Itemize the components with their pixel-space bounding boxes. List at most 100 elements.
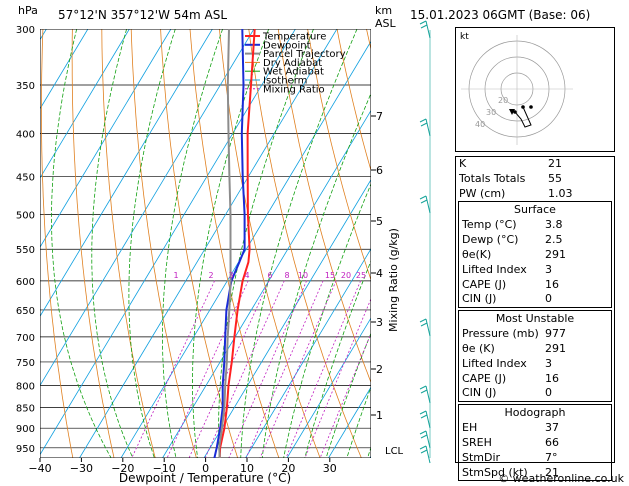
mixing-ratio-label: 20	[341, 271, 351, 280]
dry-adiabat-line	[130, 29, 197, 458]
legend-label: Dewpoint	[263, 40, 311, 51]
grid-layer	[0, 29, 371, 458]
wet-adiabat-line	[325, 332, 371, 458]
mu-row: CAPE (J) 16	[459, 372, 611, 387]
isotherm-line	[40, 29, 172, 248]
hodograph-ring-label: 30	[486, 108, 496, 117]
mixing-ratio-line	[319, 332, 371, 458]
km-tick-label: 4	[376, 267, 383, 280]
legend-label: Parcel Trajectory	[263, 49, 346, 60]
mixing-ratio-axis-title: Mixing Ratio (g/kg)	[387, 228, 400, 332]
wet-adiabat-line	[162, 29, 223, 458]
mu-row: θe (K) 291	[459, 342, 611, 357]
index-row: K 21	[456, 157, 614, 172]
surface-value: 3.8	[545, 218, 563, 232]
mixing-ratio-line	[245, 280, 324, 458]
mixing-ratio-line	[304, 297, 371, 458]
indices-table: K 21 Totals Totals 55 PW (cm) 1.03 Surface …	[455, 156, 615, 482]
temperature-tick-label: −30	[70, 462, 93, 475]
wind-barb-flag	[420, 122, 428, 127]
legend-label: Dry Adiabat	[263, 58, 322, 69]
wet-adiabat-line	[261, 92, 371, 458]
surface-title: Surface	[514, 203, 556, 217]
surface-label: Temp (°C)	[462, 218, 517, 232]
mixing-ratio-line	[259, 280, 337, 458]
wind-barb-flag	[420, 434, 428, 439]
pressure-tick-label: 550	[16, 245, 35, 256]
storm-motion-marker	[509, 109, 515, 115]
wind-barb-staff	[425, 195, 431, 214]
legend-label: Wet Adiabat	[263, 67, 324, 78]
pressure-tick-label: 950	[16, 444, 35, 455]
mu-label: Lifted Index	[462, 356, 527, 370]
profiles	[213, 29, 256, 458]
index-label: K	[459, 157, 467, 170]
isotherm-line	[0, 29, 5, 458]
surface-label: CAPE (J)	[462, 277, 507, 291]
surface-label: θe(K)	[462, 247, 492, 261]
profile-dewpoint	[213, 29, 246, 458]
surface-value: 3	[545, 262, 552, 276]
dry-adiabat-line	[189, 29, 280, 458]
mu-row: Lifted Index 3	[459, 357, 611, 372]
surface-value: 2.5	[545, 233, 563, 247]
mixing-ratio-line	[285, 280, 361, 458]
pressure-tick-label: 800	[16, 381, 35, 392]
mu-label: CAPE (J)	[462, 371, 507, 385]
mixing-ratio-label: 1	[173, 271, 178, 280]
hodograph-point	[521, 105, 525, 109]
wet-adiabat-line	[304, 259, 371, 458]
surface-label: Lifted Index	[462, 262, 527, 276]
mixing-ratio-label: 15	[325, 271, 335, 280]
surface-section: Surface Temp (°C) 3.8 Dewp (°C) 2.5 θe(K) 2…	[458, 201, 612, 309]
pressure-tick-label: 750	[16, 358, 35, 369]
mu-value: 16	[545, 371, 559, 385]
mixing-ratio-line	[204, 280, 285, 458]
wind-barb-flag	[419, 20, 427, 25]
hodograph-title: Hodograph	[504, 406, 566, 420]
index-value: 21	[548, 157, 562, 170]
mu-label: θe (K)	[462, 341, 495, 355]
isotherm-line	[40, 29, 296, 456]
temperature-tick-label: 10	[240, 462, 254, 475]
dry-adiabat-line	[307, 29, 371, 282]
dry-adiabat-line	[336, 29, 371, 172]
pressure-tick-label: 700	[16, 333, 35, 344]
mixing-ratio-label: 25	[356, 271, 366, 280]
wind-barb-staff	[425, 445, 431, 464]
wind-barbs	[419, 20, 431, 464]
hodo-row: SREH 66	[459, 436, 611, 451]
surface-label: Dewp (°C)	[462, 233, 519, 247]
wind-barb-flag	[419, 195, 427, 200]
hodo-label: StmDir	[462, 450, 501, 464]
wind-barb-staff	[425, 430, 431, 449]
mixing-ratio-line	[228, 280, 307, 458]
km-tick-label: 1	[376, 409, 383, 422]
surface-row: Dewp (°C) 2.5	[459, 233, 611, 248]
hodograph-unit-label: kt	[460, 32, 469, 42]
hodograph: kt 40 30 20	[455, 27, 615, 152]
km-tick-label: 7	[376, 110, 383, 123]
wet-adiabat-line	[51, 29, 112, 458]
pressure-tick-label: 450	[16, 172, 35, 183]
hodograph-section: Hodograph EH 37 SREH 66 StmDir 7° StmSpd (k…	[458, 404, 612, 482]
pressure-tick-label: 300	[16, 25, 35, 36]
mixing-ratio-label: 3	[228, 271, 233, 280]
lcl-label: LCL	[385, 446, 404, 457]
mu-label: CIN (J)	[462, 386, 497, 400]
surface-row: CIN (J) 0	[459, 292, 611, 307]
mixing-ratio-label: 6	[267, 271, 272, 280]
hodo-row: StmSpd (kt) 21	[459, 466, 611, 481]
index-label: PW (cm)	[459, 186, 506, 200]
mu-row: CIN (J) 0	[459, 386, 611, 401]
surface-value: 0	[545, 292, 552, 306]
mixing-ratio-label: 8	[284, 271, 289, 280]
km-unit-label: km	[375, 4, 392, 17]
isotherm-line	[286, 317, 371, 458]
index-value: 55	[548, 171, 562, 185]
mixing-ratio-label: 4	[244, 271, 249, 280]
asl-unit-label: ASL	[375, 17, 397, 30]
